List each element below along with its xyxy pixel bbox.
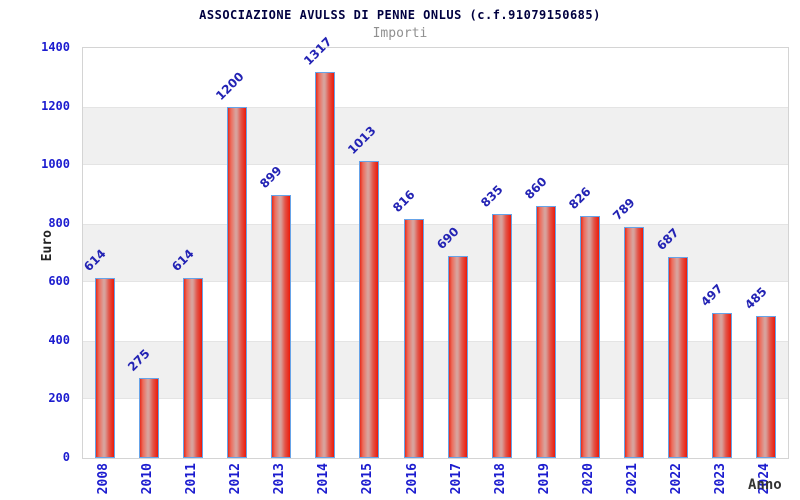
y-tick-label: 1200 [41,98,70,113]
x-tick-label: 2015 [360,463,376,495]
x-axis-title: Anno [748,477,782,493]
chart-subtitle: Importi [372,26,428,41]
bar-2013 [271,194,292,458]
x-tick-label: 2022 [668,463,684,495]
bar-value-label: 860 [521,174,550,203]
y-tick-label: 1400 [41,40,70,54]
bar-2008 [95,278,115,458]
x-tick-label: 2020 [580,463,596,495]
bar-value-label: 826 [565,184,594,213]
bar-2014 [315,72,336,458]
y-tick-label: 600 [48,274,70,289]
bar-value-label: 497 [697,280,726,309]
bar-value-label: 789 [609,195,638,223]
x-tick-label: 2012 [228,463,244,495]
bar-2017 [447,255,468,458]
x-tick-label: 2013 [272,463,288,495]
x-tick-label: 2017 [448,463,464,495]
bar-value-label: 816 [389,187,418,215]
x-tick-label: 2008 [96,463,111,495]
y-tick-label: 400 [48,332,70,347]
y-tick-label: 200 [48,391,70,406]
bar-2024 [756,316,776,458]
bar-2018 [491,213,512,458]
x-tick-label: 2011 [184,463,200,495]
plot-area: 614 275 614 1200 899 1317 1013 816 690 835 860 826 7… [81,35,789,459]
bar-value-label: 485 [742,284,770,312]
bar-2020 [579,216,600,458]
bar-2010 [139,377,160,458]
bar-2019 [535,206,556,458]
bar-2021 [623,226,644,458]
bar-2022 [667,256,688,458]
bar-2012 [227,106,248,458]
bar-value-label: 835 [477,181,506,210]
bar-2011 [183,278,204,458]
y-axis: 0 200 400 600 800 1000 1200 1400 [0,40,78,464]
bar-2015 [359,161,380,458]
bar-value-label: 899 [257,163,286,191]
chart-title: ASSOCIAZIONE AVULSS DI PENNE ONLUS (c.f.… [199,8,601,22]
bar-value-label: 1200 [213,69,247,103]
x-tick-label: 2023 [712,463,728,495]
y-tick-label: 1000 [41,157,70,172]
x-tick-label: 2016 [404,463,420,495]
x-tick-label: 2018 [492,463,508,495]
x-tick-label: 2019 [536,463,552,495]
y-tick-label: 800 [48,215,70,230]
grid-band [83,106,788,166]
x-tick-label: 2010 [140,463,156,495]
bar-2023 [711,312,732,458]
x-tick-label: 2021 [624,463,640,495]
bar-2016 [403,219,424,458]
x-axis: 2008 2010 2011 2012 2013 2014 2015 2016 2017 2018… [82,458,800,500]
y-tick-label: 0 [62,450,70,464]
x-tick-label: 2014 [316,463,332,495]
